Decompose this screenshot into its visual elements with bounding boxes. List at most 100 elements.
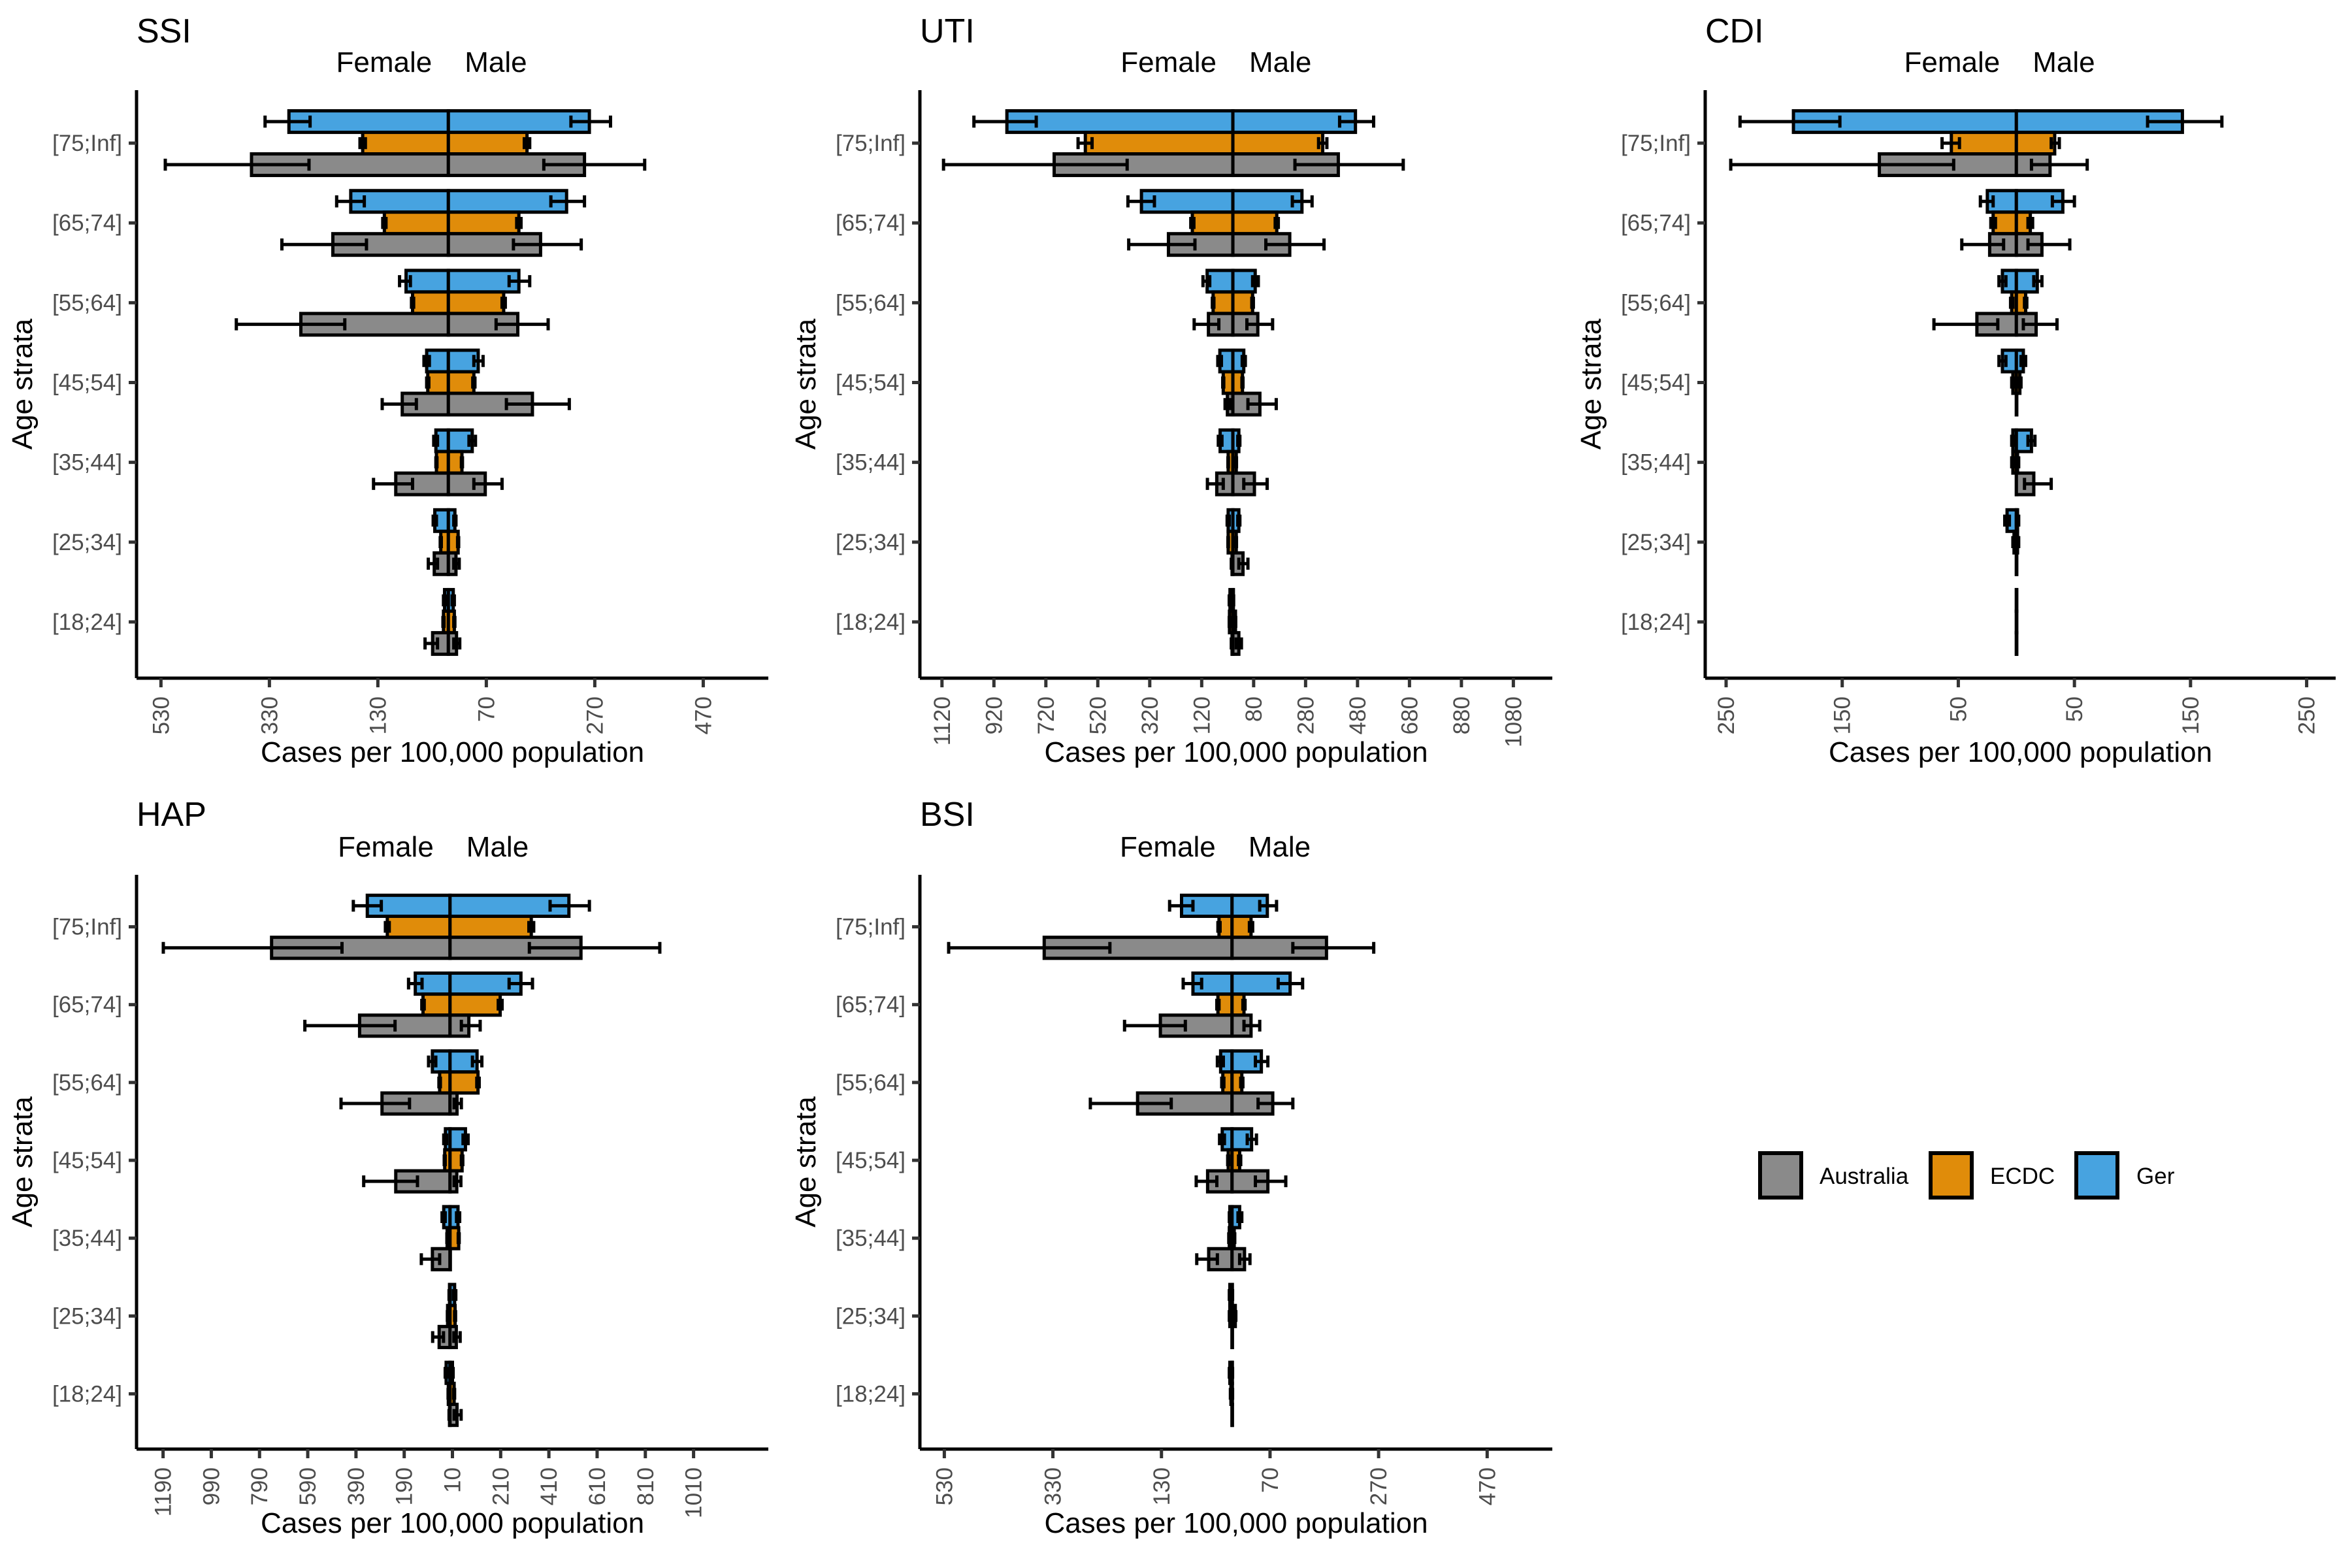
error-bar-ecdc-female	[1076, 137, 1094, 150]
error-bar-ger-female	[427, 1055, 438, 1068]
panel-cdi: CDI Female Male [75;Inf] [65;74] [55;64] [45;…	[1575, 12, 2336, 768]
panel-hap: HAP Female Male [75;Inf] [65;74] [55;64] [45;…	[7, 796, 768, 1539]
error-bar-ecdc-male	[1250, 297, 1255, 309]
x-tick-label: 790	[247, 1467, 272, 1505]
error-bar-australia-female	[303, 1019, 397, 1032]
error-bar-ger-male	[1230, 1367, 1235, 1379]
error-bar-ger-female	[1228, 1367, 1232, 1379]
panel-uti: UTI Female Male [75;Inf] [65;74] [55;64] [45;…	[790, 12, 1552, 768]
error-bar-ger-male	[2050, 195, 2076, 208]
legend-swatch-ger	[2074, 1151, 2119, 1200]
error-bar-australia-female	[1729, 158, 1955, 171]
error-bar-ecdc-female	[410, 297, 416, 309]
x-axis-title: Cases per 100,000 population	[1044, 736, 1428, 768]
error-bar-australia-male	[459, 1019, 482, 1032]
bar-ecdc-female	[410, 290, 450, 316]
error-bar-ecdc-male	[2050, 137, 2061, 150]
error-bar-ecdc-female	[358, 137, 367, 150]
error-bar-australia-female	[431, 1331, 446, 1343]
x-tick-label: 80	[1241, 696, 1267, 722]
error-bar-ger-male	[1230, 1289, 1235, 1301]
bar-ger-male	[2014, 587, 2019, 613]
error-bar-australia-female	[1127, 238, 1197, 251]
error-bar-ger-male	[1276, 977, 1305, 990]
error-bar-australia-male	[452, 1409, 463, 1421]
bar-ecdc-male	[1231, 210, 1279, 236]
bar-australia-male	[1230, 1324, 1234, 1350]
error-bar-ger-male	[507, 275, 532, 287]
y-tick-label: [35;44]	[836, 1226, 906, 1251]
y-tick-label: [65;74]	[836, 992, 906, 1018]
error-bar-ecdc-female	[425, 376, 431, 389]
error-bar-australia-male	[2021, 318, 2059, 331]
legend-item-australia[interactable]: Australia	[1758, 1151, 1909, 1200]
error-bar-australia-male	[452, 1331, 462, 1343]
error-bar-ecdc-male	[1232, 1232, 1237, 1245]
error-bar-ger-female	[263, 115, 312, 128]
legend: Australia ECDC Ger	[1758, 1151, 2175, 1200]
error-bar-ecdc-female	[438, 536, 443, 549]
error-bar-ger-female	[1217, 434, 1224, 447]
error-bar-ger-male	[549, 195, 587, 208]
error-bar-ecdc-female	[441, 615, 446, 629]
bar-ger-male	[448, 1049, 479, 1074]
legend-item-ecdc[interactable]: ECDC	[1929, 1151, 2055, 1200]
y-tick-label: [45;54]	[836, 370, 906, 396]
bar-ger-female	[287, 109, 450, 135]
x-tick-label: 410	[536, 1467, 562, 1505]
y-tick-label: [18;24]	[1621, 610, 1691, 635]
panel-title: HAP	[137, 796, 206, 834]
error-bar-ecdc-male	[497, 998, 504, 1011]
error-bar-ecdc-male	[527, 921, 536, 933]
error-bar-ecdc-female	[1189, 216, 1196, 229]
error-bar-ecdc-female	[1228, 1310, 1232, 1322]
y-tick-label: [75;Inf]	[836, 131, 906, 156]
error-bar-ger-female	[1181, 977, 1203, 990]
x-tick-label: 470	[691, 696, 716, 734]
y-tick-label: [18;24]	[52, 610, 122, 635]
y-tick-label: [55;64]	[836, 1070, 906, 1096]
legend-item-ger[interactable]: Ger	[2074, 1151, 2175, 1200]
x-tick-label: 280	[1293, 696, 1318, 734]
error-bar-australia-female	[423, 637, 440, 650]
error-bar-ecdc-male	[515, 216, 523, 229]
bar-ger-female	[1005, 109, 1235, 135]
error-bar-ger-female	[1225, 514, 1231, 527]
bar-ecdc-female	[426, 370, 450, 395]
error-bar-australia-male	[2029, 158, 2089, 171]
bar-ecdc-female	[421, 992, 452, 1017]
error-bar-australia-male	[1291, 941, 1376, 954]
error-bar-ecdc-female	[1226, 1154, 1231, 1167]
error-bar-australia-male	[1256, 1098, 1295, 1110]
error-bar-australia-male	[1237, 1253, 1252, 1266]
error-bar-ger-female	[422, 355, 431, 367]
x-tick-label: 10	[440, 1467, 466, 1493]
x-tick-label: 610	[585, 1467, 610, 1505]
error-bar-australia-female	[419, 1253, 442, 1266]
x-tick-label: 1190	[151, 1467, 176, 1516]
error-bar-ecdc-female	[1216, 921, 1222, 933]
y-tick-label: [55;64]	[52, 1070, 122, 1096]
error-bar-ger-female	[442, 594, 448, 607]
error-bar-ecdc-female	[445, 1232, 449, 1245]
error-bar-australia-female	[362, 1175, 419, 1188]
x-tick-label: 50	[1946, 696, 1971, 722]
error-bar-ger-female	[1227, 594, 1233, 607]
y-tick-label: [18;24]	[52, 1381, 122, 1407]
y-tick-label: [65;74]	[52, 992, 122, 1018]
error-bar-australia-female	[372, 478, 414, 490]
x-tick-label: 130	[1149, 1467, 1175, 1505]
error-bar-ger-female	[1215, 1055, 1225, 1068]
error-bar-ecdc-male	[456, 1232, 461, 1245]
female-label: Female	[1120, 831, 1216, 863]
error-bar-australia-male	[1234, 637, 1243, 650]
error-bar-australia-female	[280, 238, 368, 251]
error-bar-ecdc-female	[1215, 998, 1221, 1011]
error-bar-ecdc-female	[446, 1388, 451, 1400]
error-bar-australia-male	[452, 637, 462, 650]
x-tick-label: 680	[1397, 696, 1422, 734]
error-bar-ger-female	[1228, 1289, 1232, 1301]
y-tick-label: [25;34]	[52, 530, 122, 555]
error-bar-australia-male	[2026, 238, 2072, 251]
error-bar-ger-male	[452, 514, 458, 527]
